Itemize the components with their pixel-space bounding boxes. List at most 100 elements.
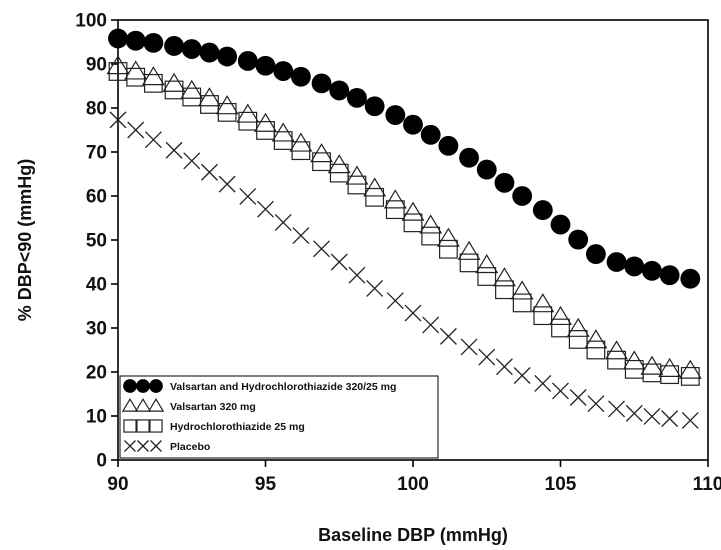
data-point [568,229,589,250]
data-point [109,111,127,129]
data-point [181,39,202,59]
y-tick-label: 10 [86,407,107,428]
data-point [642,260,662,281]
data-point [345,165,369,185]
data-point [256,121,275,140]
legend-box [119,375,439,459]
x-tick-label: 90 [107,474,128,495]
legend-marker [137,440,149,452]
y-tick-label: 50 [86,231,107,252]
data-point [347,175,367,195]
data-point [347,87,367,108]
data-point [274,213,292,231]
data-point [680,367,700,386]
series-3 [109,111,699,429]
data-point [460,338,478,356]
data-point [292,227,310,245]
data-point [531,293,555,313]
data-point [165,141,183,159]
data-point [608,400,626,418]
data-point [330,253,348,271]
data-point [183,152,201,170]
data-point [533,306,553,326]
data-point [492,267,516,287]
data-point [478,348,496,366]
data-point [218,175,236,193]
data-point [658,357,682,377]
data-point [607,350,626,370]
y-tick-label: 90 [86,55,107,76]
data-point [197,87,221,107]
data-point [585,244,606,264]
legend-marker [150,440,162,452]
y-tick-label: 0 [96,451,107,472]
data-point [495,358,513,376]
legend: Valsartan and Hydrochlorothiazide 320/25… [119,375,439,459]
data-point [420,124,441,145]
data-point [365,187,385,207]
data-point [659,265,680,286]
x-axis-label: Baseline DBP (mmHg) [318,525,508,545]
legend-label: Valsartan 320 mg [170,401,256,413]
data-point [312,152,331,172]
data-marks [106,28,702,429]
data-point [273,131,293,150]
data-point [254,112,277,132]
data-point [108,28,128,49]
data-point [143,32,164,53]
data-point [549,305,572,326]
y-tick-label: 20 [86,363,107,384]
data-point [144,73,163,93]
data-point [534,374,552,392]
data-point [678,359,702,379]
data-point [162,72,186,92]
data-point [421,226,441,246]
data-point [586,340,606,360]
data-point [512,293,532,313]
data-point [290,66,311,87]
data-point [660,365,680,385]
data-point [551,318,570,338]
data-point [494,172,515,193]
data-point [661,410,679,428]
legend-marker [121,398,139,412]
data-point [475,253,499,274]
data-point [363,177,387,197]
data-point [199,42,220,63]
data-point [510,280,534,300]
series-1 [106,55,702,379]
data-point [401,201,425,221]
legend-marker [123,419,137,433]
data-point [569,389,587,406]
data-point [403,114,423,135]
data-point [257,200,274,218]
y-tick-label: 80 [86,99,107,120]
x-tick-label: 100 [397,474,429,495]
data-point [605,340,629,360]
y-tick-label: 30 [86,319,107,340]
y-axis-label: % DBP<90 (mmHg) [15,159,35,322]
data-point [217,46,238,67]
data-point [383,189,407,209]
y-tick-label: 60 [86,187,107,208]
data-point [313,240,331,258]
y-axis: 0 10 20 30 40 50 60 70 80 90 100 [75,11,118,472]
data-point [366,279,384,297]
data-point [436,227,460,247]
data-point [364,96,385,117]
data-point [403,213,423,233]
data-point [386,292,404,310]
data-point [239,187,257,205]
legend-label: Hydrochlorothiazide 25 mg [170,421,305,433]
data-point [200,163,218,181]
legend-marker [136,419,150,433]
legend-marker [136,379,150,393]
data-point [329,80,350,101]
legend-marker [123,379,137,393]
data-point [552,382,569,400]
data-point [291,141,311,161]
legend-marker [134,398,152,412]
data-point [513,367,531,384]
data-point [125,30,146,51]
data-point [476,159,497,180]
